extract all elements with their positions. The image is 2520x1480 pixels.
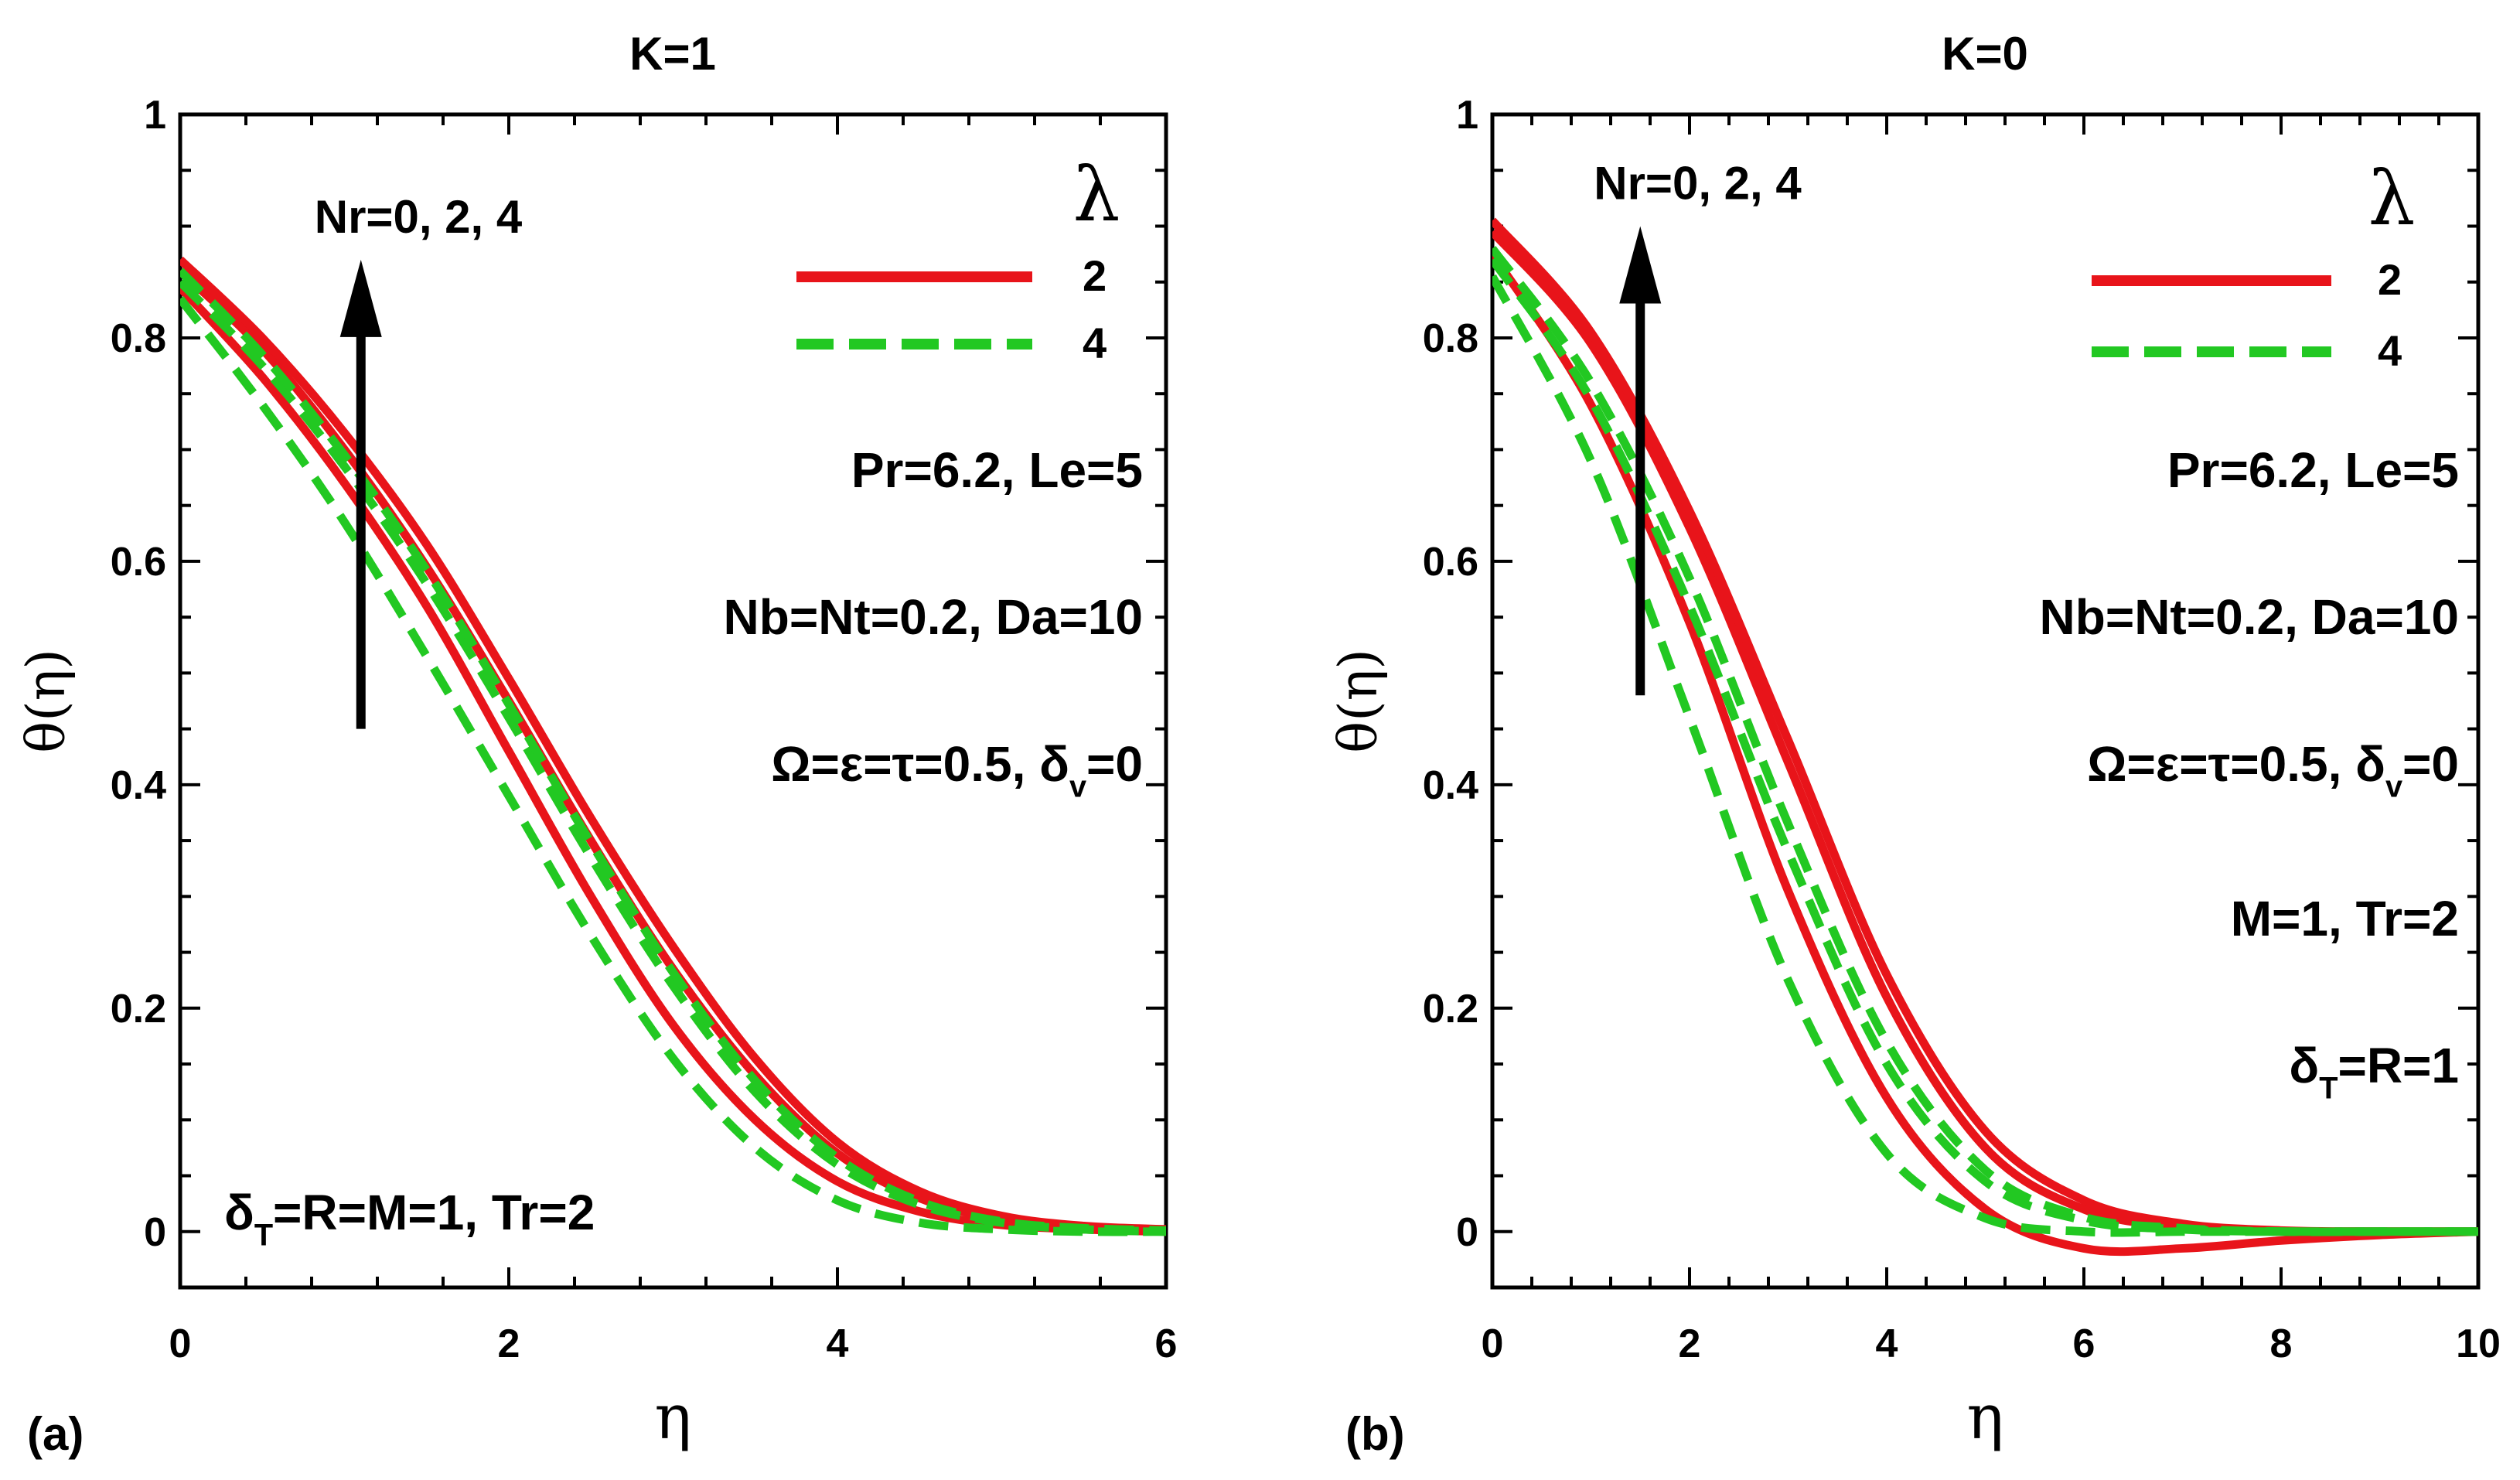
x-tick-label: 10	[2456, 1321, 2501, 1366]
y-tick-label: 0.2	[111, 987, 166, 1032]
legend-entry: 4	[2378, 326, 2402, 375]
y-tick-label: 0.8	[1423, 316, 1478, 361]
x-tick-label: 8	[2270, 1321, 2293, 1366]
series-line-6	[1492, 246, 2478, 1236]
y-tick-label: 1	[1456, 93, 1478, 138]
panel-label: (b)	[1345, 1408, 1405, 1460]
y-tick-label: 1	[144, 93, 166, 138]
legend-entry: 2	[1083, 251, 1107, 300]
panel-title: K=0	[1942, 28, 2028, 80]
x-tick-label: 0	[1482, 1321, 1504, 1366]
annotation-text: M=1, Tr=2	[2231, 891, 2459, 946]
y-tick-label: 0.2	[1423, 987, 1478, 1032]
panel-b: 0 2 4 6 8 10 0 0.2 0.4 0.6 0.8 1 η θ(η) K=0 (b) Nr=0, 2,…	[1328, 28, 2501, 1460]
legend-entry: 4	[1083, 319, 1107, 367]
x-tick-label: 2	[498, 1321, 520, 1366]
legend-title: λ	[1073, 152, 1120, 238]
y-tick-label: 0.6	[1423, 540, 1478, 585]
annotation-text: Pr=6.2, Le=5	[851, 442, 1143, 498]
annotation-text: Nb=Nt=0.2, Da=10	[724, 589, 1144, 645]
legend-title: λ	[2368, 155, 2416, 242]
x-tick-label: 4	[827, 1321, 849, 1366]
panel-label: (a)	[27, 1408, 84, 1460]
panel-a: 0 2 4 6 0 0.2 0.4 0.6 0.8 1 η θ(η) K=1 (a) Nr=0, 2, 4 λ…	[16, 28, 1177, 1460]
annotation-text: Ω=ε=τ=0.5, δv=0	[771, 736, 1143, 803]
annotation-text: δT=R=1	[2289, 1038, 2459, 1105]
y-tick-label: 0	[1456, 1210, 1478, 1255]
x-tick-label: 0	[169, 1321, 192, 1366]
annotation-text: Nb=Nt=0.2, Da=10	[2040, 589, 2460, 645]
series-line-3	[180, 256, 1166, 1234]
annotation-text: Ω=ε=τ=0.5, δv=0	[2087, 736, 2459, 803]
y-axis-label: θ(η)	[16, 649, 77, 753]
y-tick-label: 0	[144, 1210, 166, 1255]
legend-entry: 2	[2378, 255, 2402, 304]
x-tick-label: 2	[1679, 1321, 1701, 1366]
x-axis-label: η	[655, 1381, 692, 1453]
series-line-4	[1492, 274, 2478, 1237]
y-tick-label: 0.4	[111, 763, 166, 808]
annotation-text: Pr=6.2, Le=5	[2167, 442, 2459, 498]
panel-title: K=1	[629, 28, 716, 80]
y-tick-label: 0.8	[111, 316, 166, 361]
plot-frame	[1490, 112, 2481, 1290]
series-line-4	[180, 296, 1166, 1236]
arrow-label: Nr=0, 2, 4	[1594, 157, 1802, 209]
y-axis-label: θ(η)	[1328, 649, 1390, 753]
arrow-label: Nr=0, 2, 4	[315, 191, 523, 243]
arrow-head	[1619, 226, 1662, 304]
x-tick-label: 4	[1876, 1321, 1898, 1366]
plot-frame	[178, 112, 1168, 1290]
annotation-text: δT=R=M=1, Tr=2	[224, 1185, 595, 1252]
x-axis-label: η	[1967, 1381, 2004, 1453]
series-group	[180, 256, 1166, 1236]
y-tick-label: 0.6	[111, 540, 166, 585]
series-line-6	[180, 268, 1166, 1235]
x-tick-label: 6	[1155, 1321, 1178, 1366]
y-tick-label: 0.4	[1423, 763, 1478, 808]
x-tick-label: 6	[2073, 1321, 2095, 1366]
arrow-head	[339, 259, 382, 337]
